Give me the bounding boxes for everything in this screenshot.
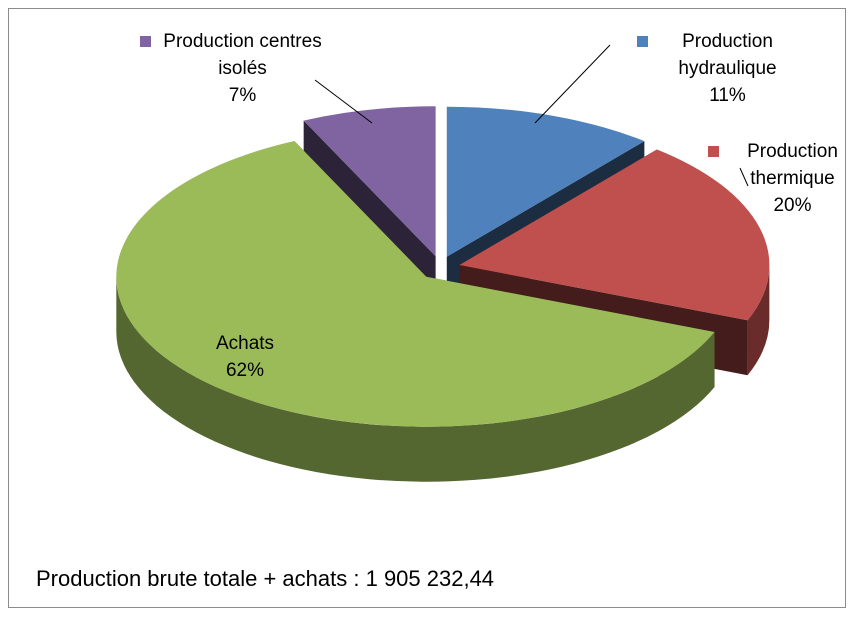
data-label: Production thermique 20% — [725, 138, 858, 219]
slice-side — [116, 276, 715, 482]
slice-side — [747, 265, 770, 376]
value-label: 62% — [225, 360, 265, 381]
value-label: 7% — [228, 85, 257, 106]
data-label: Production centres isolés 7% — [160, 28, 325, 109]
leader-line — [314, 79, 373, 124]
leader-line — [739, 167, 749, 187]
category-label: Production hydraulique — [678, 31, 777, 79]
value-label: 11% — [709, 85, 746, 106]
category-label: Production centres isolés — [163, 31, 322, 79]
slice — [116, 141, 715, 427]
legend-key — [193, 338, 204, 349]
slice — [459, 149, 770, 321]
category-label: Production thermique — [747, 141, 838, 189]
legend-key — [708, 146, 719, 157]
slice — [303, 106, 436, 257]
leader-line — [534, 44, 611, 124]
value-label: 20% — [773, 195, 812, 216]
data-label: Achats 62% — [185, 330, 305, 384]
chart-frame — [8, 8, 846, 608]
category-label: Achats — [215, 333, 275, 354]
legend-key — [140, 36, 151, 47]
data-label: Production hydraulique 11% — [640, 28, 815, 109]
legend-key — [637, 36, 648, 47]
annotation: Production brute totale + achats : 1 905… — [36, 566, 495, 591]
slice — [446, 106, 645, 257]
